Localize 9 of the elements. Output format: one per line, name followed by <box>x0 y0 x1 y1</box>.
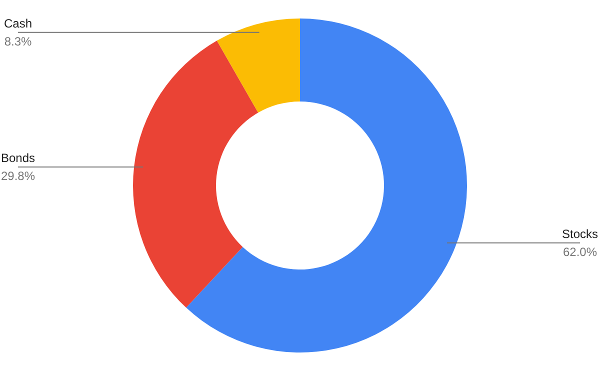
donut-slice <box>216 18 300 113</box>
data-label: 29.8% <box>0 168 36 183</box>
data-label: 62.0% <box>562 244 598 259</box>
data-label: 8.3% <box>4 34 32 48</box>
slice-label: Stocks <box>562 226 598 241</box>
donut-slice <box>186 18 467 352</box>
donut-slice <box>133 40 258 308</box>
slice-label: Cash <box>4 16 32 30</box>
slice-label: Bonds <box>0 150 36 165</box>
